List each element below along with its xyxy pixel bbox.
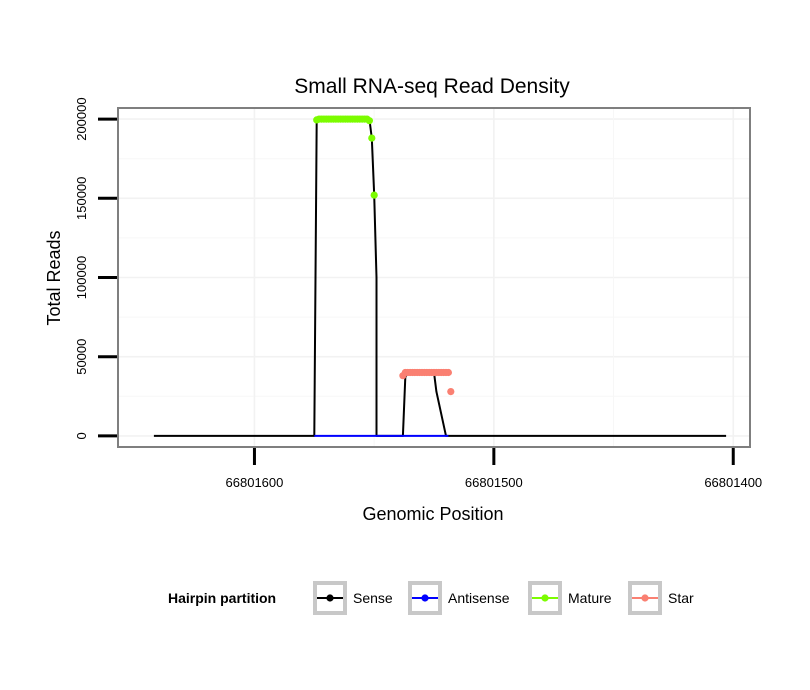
data-point-star <box>444 368 452 377</box>
y-tick-label: 150000 <box>74 177 89 220</box>
grid-lines <box>118 108 750 447</box>
legend-key-point <box>326 594 334 602</box>
y-tick-label: 100000 <box>74 256 89 299</box>
x-tick-label: 66801600 <box>226 475 284 490</box>
y-tick-label: 50000 <box>74 339 89 375</box>
y-tick-label: 0 <box>74 432 89 439</box>
x-tick-label: 66801400 <box>704 475 762 490</box>
legend-key-point <box>421 594 429 602</box>
y-tick-label: 200000 <box>74 97 89 140</box>
data-point-star <box>447 388 455 396</box>
plot-border <box>117 107 751 448</box>
legend-label-star: Star <box>668 590 694 606</box>
legend-label-mature: Mature <box>568 590 612 606</box>
legend-label-antisense: Antisense <box>448 590 510 606</box>
chart-title: Small RNA-seq Read Density <box>294 75 570 98</box>
legend-key-point <box>541 594 549 602</box>
legend-label-sense: Sense <box>353 590 393 606</box>
series-layer <box>153 115 727 437</box>
legend-title: Hairpin partition <box>168 590 276 606</box>
legend-key-point <box>641 594 649 602</box>
x-axis-title: Genomic Position <box>362 504 503 524</box>
y-axis: 0 50000 100000 150000 200000 <box>74 97 117 440</box>
legend-items: Sense Antisense Mature Star <box>313 581 694 615</box>
plot-area <box>117 107 751 448</box>
y-axis-title: Total Reads <box>44 230 64 325</box>
x-axis: 66801600 66801500 66801400 <box>226 448 762 490</box>
x-tick-label: 66801500 <box>465 475 523 490</box>
data-point-mature <box>365 117 373 125</box>
legend: Hairpin partition Sense Antisense Mature St… <box>168 581 694 615</box>
data-point-mature <box>370 191 378 199</box>
data-point-mature <box>368 134 376 142</box>
